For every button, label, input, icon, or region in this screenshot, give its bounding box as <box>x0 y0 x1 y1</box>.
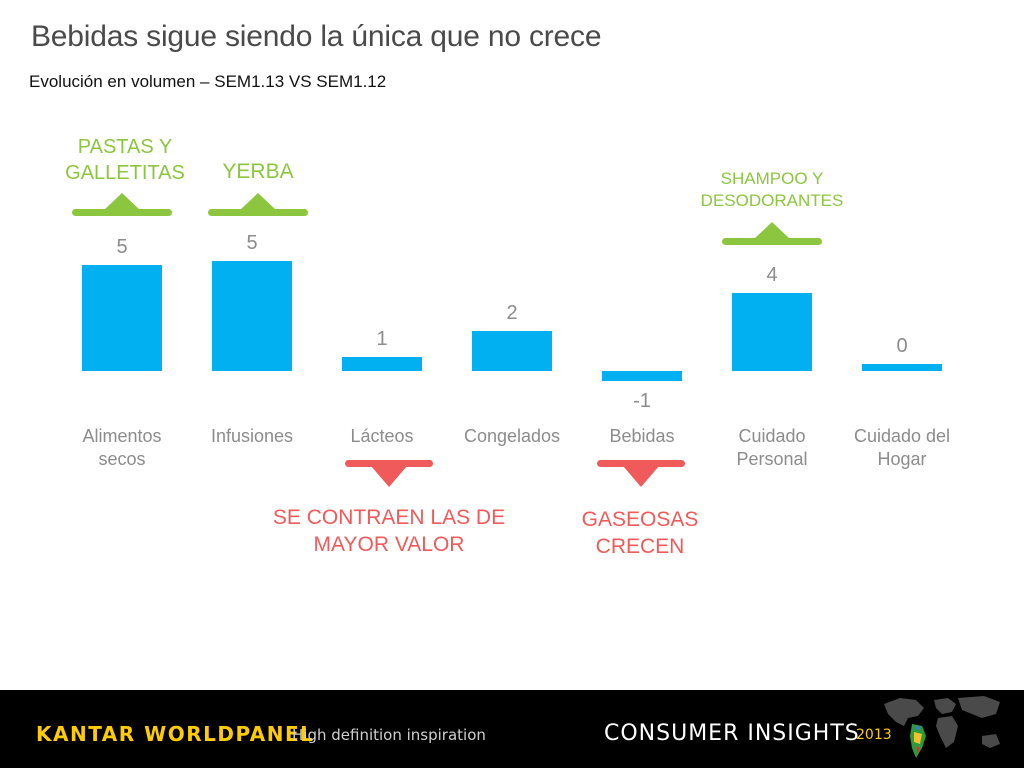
value-label-0: 5 <box>116 236 127 258</box>
brand-logo: KANTAR WORLDPANEL <box>36 722 315 746</box>
bar-1 <box>212 261 292 371</box>
category-label-1: Infusiones <box>211 426 293 446</box>
bar-0 <box>82 265 162 371</box>
category-label-5: Personal <box>736 449 807 469</box>
callout-shampoo: SHAMPOO Y DESODORANTES <box>700 169 844 211</box>
category-label-2: Lácteos <box>350 426 413 446</box>
callout-lacteos: SE CONTRAEN LAS DE MAYOR VALOR <box>272 506 506 557</box>
down-arrow-icon <box>597 460 685 487</box>
category-label-4: Bebidas <box>609 426 674 446</box>
bar-chart: 5 Alimentos secos 5 Infusiones 1 Lácteos 2 Conge… <box>82 232 950 469</box>
slide-title: Bebidas sigue siendo la única que no cre… <box>31 20 602 53</box>
category-label-6: Hogar <box>877 449 926 469</box>
bar-2 <box>342 357 422 371</box>
up-arrow-icon <box>722 222 822 245</box>
up-arrow-icon <box>72 193 172 216</box>
section-year: 2013 <box>856 727 892 743</box>
value-label-2: 1 <box>376 328 387 350</box>
slide-subtitle: Evolución en volumen – SEM1.13 VS SEM1.1… <box>29 72 387 91</box>
category-label-5: Cuidado <box>738 426 805 446</box>
value-label-3: 2 <box>506 302 517 324</box>
category-label-0: Alimentos <box>82 426 161 446</box>
value-label-4: -1 <box>633 390 651 412</box>
section-title: CONSUMER INSIGHTS <box>604 721 860 746</box>
up-arrow-icon <box>208 193 308 216</box>
value-label-5: 4 <box>766 264 777 286</box>
bar-3 <box>472 331 552 371</box>
bar-4 <box>602 371 682 381</box>
world-map-icon <box>884 696 1000 758</box>
bar-5 <box>732 293 812 371</box>
callout-bebidas: GASEOSAS CRECEN <box>581 508 699 559</box>
category-label-6: Cuidado del <box>854 426 950 446</box>
callout-yerba: YERBA <box>222 160 294 183</box>
bar-6 <box>862 364 942 371</box>
brand-tagline: High definition inspiration <box>292 726 486 744</box>
down-arrow-icon <box>345 460 433 487</box>
callout-pastas: PASTAS Y GALLETITAS <box>65 136 185 184</box>
value-label-6: 0 <box>896 335 907 357</box>
value-label-1: 5 <box>246 232 257 254</box>
category-label-3: Congelados <box>464 426 560 446</box>
category-label-0: secos <box>98 449 145 469</box>
footer-bar <box>0 690 1024 768</box>
